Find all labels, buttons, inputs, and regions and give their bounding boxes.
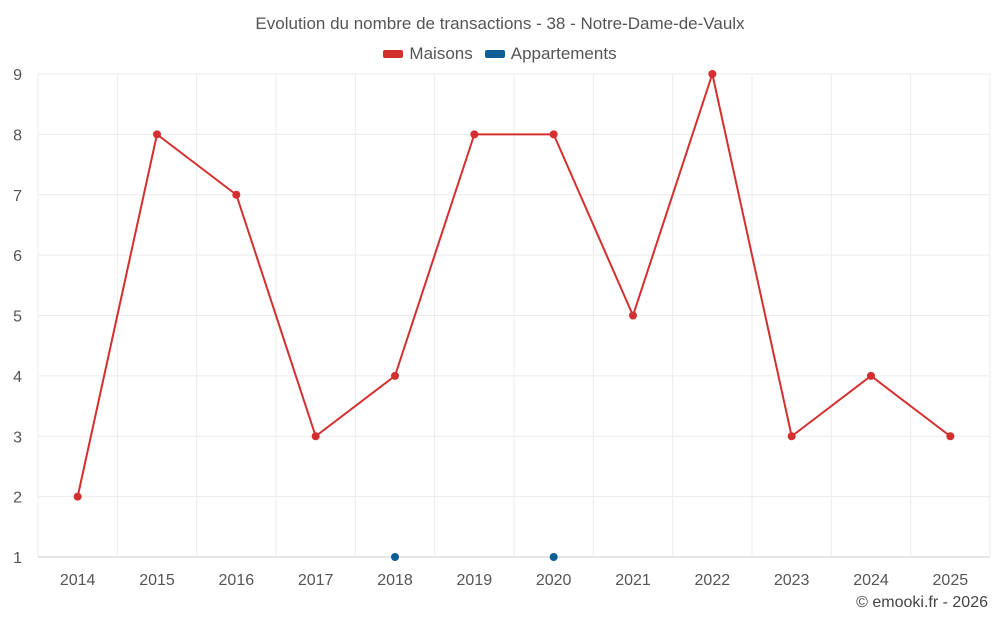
legend-item-appartements[interactable]: Appartements [484, 44, 617, 64]
data-point-maisons[interactable] [73, 492, 82, 501]
legend-label-appartements: Appartements [510, 44, 617, 63]
y-tick-label: 3 [13, 429, 22, 446]
y-tick-label: 4 [13, 369, 22, 386]
data-point-maisons[interactable] [311, 432, 320, 441]
series-line-maisons [76, 73, 951, 497]
legend: Maisons Appartements [0, 44, 1000, 64]
x-tick-label: 2024 [853, 572, 889, 589]
data-point-maisons[interactable] [629, 311, 637, 320]
data-point-maisons[interactable] [470, 130, 479, 139]
x-tick-label: 2021 [615, 572, 651, 589]
data-point-maisons[interactable] [153, 130, 161, 139]
legend-swatch-appartements [484, 50, 505, 58]
data-point-appartements[interactable] [391, 553, 399, 561]
y-tick-label: 1 [13, 550, 22, 567]
x-tick-label: 2014 [60, 572, 96, 589]
data-point-maisons[interactable] [708, 70, 717, 78]
x-tick-label: 2023 [774, 572, 810, 589]
y-tick-label: 5 [13, 309, 22, 326]
y-tick-label: 8 [13, 127, 22, 144]
x-tick-label: 2015 [139, 572, 175, 589]
data-point-maisons[interactable] [946, 432, 955, 441]
credit-text: © emooki.fr - 2026 [856, 594, 988, 611]
data-point-appartements[interactable] [549, 553, 558, 561]
legend-swatch-maisons [383, 50, 404, 58]
x-tick-label: 2022 [695, 572, 731, 589]
data-point-maisons[interactable] [549, 130, 558, 139]
y-tick-label: 9 [13, 67, 22, 84]
legend-item-maisons[interactable]: Maisons [383, 44, 473, 64]
y-tick-label: 7 [13, 188, 22, 205]
data-point-maisons[interactable] [787, 432, 796, 441]
y-tick-label: 6 [13, 248, 22, 265]
x-tick-label: 2019 [457, 572, 493, 589]
chart-title: Evolution du nombre de transactions - 38… [255, 14, 745, 33]
x-tick-label: 2025 [933, 572, 969, 589]
data-point-maisons[interactable] [867, 371, 875, 380]
legend-label-maisons: Maisons [409, 44, 473, 63]
x-tick-label: 2018 [377, 572, 413, 589]
x-tick-label: 2020 [536, 572, 572, 589]
x-tick-label: 2016 [219, 572, 255, 589]
x-tick-label: 2017 [298, 572, 334, 589]
data-point-maisons[interactable] [391, 371, 399, 380]
y-tick-label: 2 [13, 490, 22, 507]
data-point-maisons[interactable] [232, 190, 241, 199]
